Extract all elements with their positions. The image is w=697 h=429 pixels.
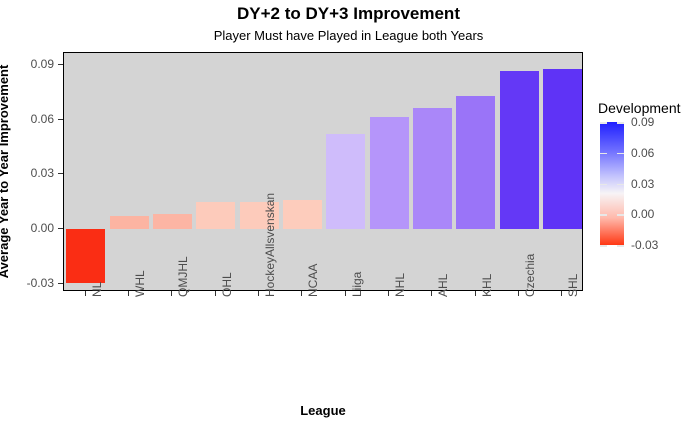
bar-whl[interactable]: [109, 216, 149, 230]
legend-tick-label: 0.00: [631, 207, 655, 222]
bar-hockeyallsvenskan[interactable]: [239, 201, 279, 230]
legend-tick-mark: [600, 152, 607, 155]
bar-ncaa[interactable]: [282, 200, 322, 230]
x-tick-mark: [431, 291, 433, 296]
bar-czechia[interactable]: [499, 71, 539, 230]
x-tick-mark: [474, 291, 476, 296]
chart-subtitle: Player Must have Played in League both Y…: [213, 28, 484, 43]
y-tick-mark: [58, 228, 63, 230]
x-tick-mark: [561, 291, 563, 296]
legend-tick-mark: [617, 152, 624, 155]
x-tick-mark: [258, 291, 259, 296]
x-tick-label-ohl: OHL: [219, 272, 234, 297]
x-tick-label-khl: KHL: [479, 273, 494, 297]
x-axis-title: League: [300, 403, 346, 418]
x-tick-label-whl: WHL: [133, 270, 147, 297]
legend-tick-label: 0.03: [631, 176, 655, 191]
x-tick-mark: [301, 291, 303, 296]
legend-tick-mark: [617, 183, 624, 185]
x-tick-mark: [128, 291, 129, 296]
x-tick-mark: [214, 291, 216, 296]
chart-title: DY+2 to DY+3 Improvement: [237, 4, 460, 23]
y-tick-label: 0.06: [30, 111, 54, 126]
x-tick-mark: [84, 291, 86, 296]
y-tick-mark: [58, 118, 63, 120]
legend-tick-label: 0.09: [631, 115, 655, 129]
x-tick-label-liiga: Liiga: [349, 271, 364, 297]
x-tick-mark: [344, 291, 346, 296]
x-tick-mark: [171, 291, 173, 296]
x-tick-mark: [518, 291, 519, 296]
bar-nhl[interactable]: [369, 116, 409, 230]
y-tick-label: 0.03: [30, 166, 54, 181]
legend-tick-label: 0.06: [631, 145, 655, 160]
x-tick-mark: [388, 291, 389, 296]
bar-qmjhl[interactable]: [152, 214, 192, 230]
x-tick-label-nhl: NHL: [393, 272, 407, 297]
bar-nl[interactable]: [66, 229, 106, 283]
legend-tick-mark: [600, 122, 607, 124]
bar-ohl[interactable]: [196, 201, 236, 230]
bar-khl[interactable]: [456, 95, 496, 230]
y-tick-mark: [58, 173, 63, 175]
y-tick-label: 0.00: [30, 221, 54, 236]
legend-tick-mark: [600, 183, 607, 185]
x-tick-label-qmjhl: QMJHL: [176, 256, 191, 297]
legend-tick-mark: [600, 245, 607, 247]
bar-liiga[interactable]: [326, 134, 366, 230]
legend-tick-label: -0.03: [631, 238, 659, 252]
y-tick-mark: [58, 63, 63, 65]
legend-tick-mark: [600, 214, 607, 216]
legend-tick-mark: [617, 122, 624, 124]
y-tick-label: 0.09: [30, 56, 54, 71]
x-tick-label-ncaa: NCAA: [306, 263, 321, 297]
legend-title: Development: [598, 100, 681, 116]
legend-tick-mark: [617, 245, 624, 247]
x-tick-label-czechia: Czechia: [523, 253, 537, 297]
x-tick-label-ahl: AHL: [436, 273, 451, 297]
x-tick-label-shl: SHL: [566, 273, 581, 297]
x-tick-label-hockeyallsvenskan: HockeyAllsvenskan: [263, 192, 277, 297]
x-tick-label-nl: NL: [89, 281, 104, 297]
plot-panel: [63, 52, 583, 291]
y-tick-label: -0.03: [26, 275, 54, 290]
bar-shl[interactable]: [542, 69, 582, 230]
bar-ahl[interactable]: [412, 107, 452, 230]
y-tick-mark: [58, 282, 63, 284]
legend-tick-mark: [617, 214, 624, 216]
